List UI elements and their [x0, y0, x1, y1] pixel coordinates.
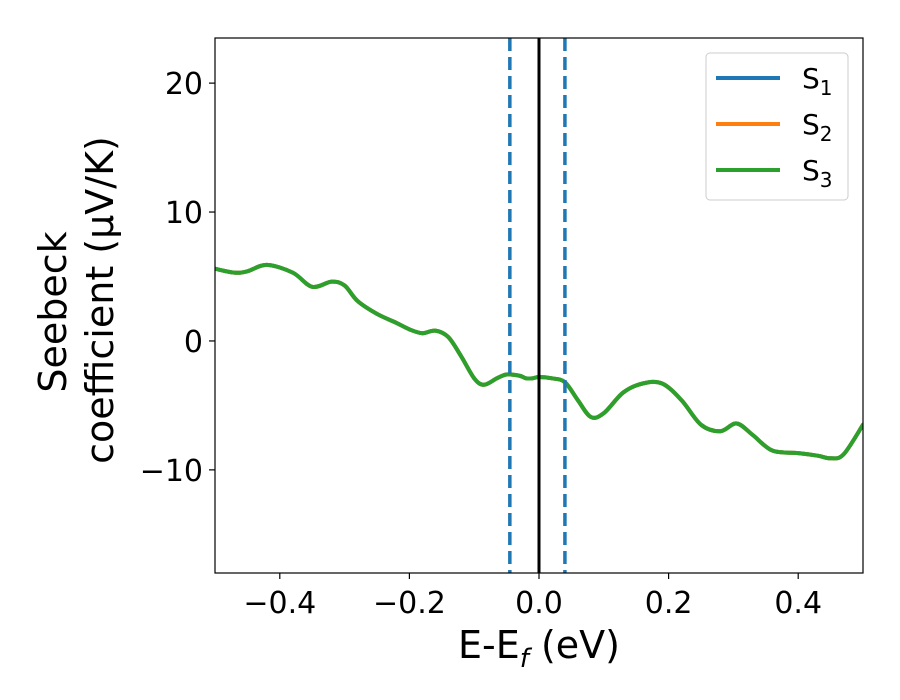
series-line-s3 [215, 262, 863, 461]
x-axis-label: E-Ef (eV) [458, 623, 620, 674]
legend-label-s1: S1 [802, 62, 833, 100]
x-tick-label: −0.4 [243, 586, 316, 621]
legend: S1 S2 S3 [705, 52, 849, 201]
y-axis-label-line2: coefficient (μV/K) [78, 136, 122, 464]
y-tick-label: 0 [184, 325, 203, 360]
legend-label-s2: S2 [802, 108, 833, 146]
x-tick-label: 0.4 [774, 586, 822, 621]
x-tick-label: 0.2 [645, 586, 693, 621]
legend-box [705, 52, 849, 201]
y-tick-label: 10 [165, 196, 203, 231]
y-tick-label: −10 [140, 454, 203, 489]
series-layer [215, 262, 863, 461]
reference-lines [508, 38, 567, 573]
x-tick-label: 0.0 [515, 586, 563, 621]
x-axis-label-unit: (eV) [529, 623, 620, 667]
y-tick-label: 20 [165, 67, 203, 102]
legend-label-s3: S3 [802, 154, 833, 192]
x-axis-label-main: E-E [458, 623, 520, 667]
y-axis-label-line1: Seebeck [31, 231, 75, 392]
y-axis-ticks: −10 0 10 20 [140, 67, 215, 489]
x-tick-label: −0.2 [373, 586, 446, 621]
x-axis-ticks: −0.4 −0.2 0.0 0.2 0.4 [243, 573, 822, 621]
